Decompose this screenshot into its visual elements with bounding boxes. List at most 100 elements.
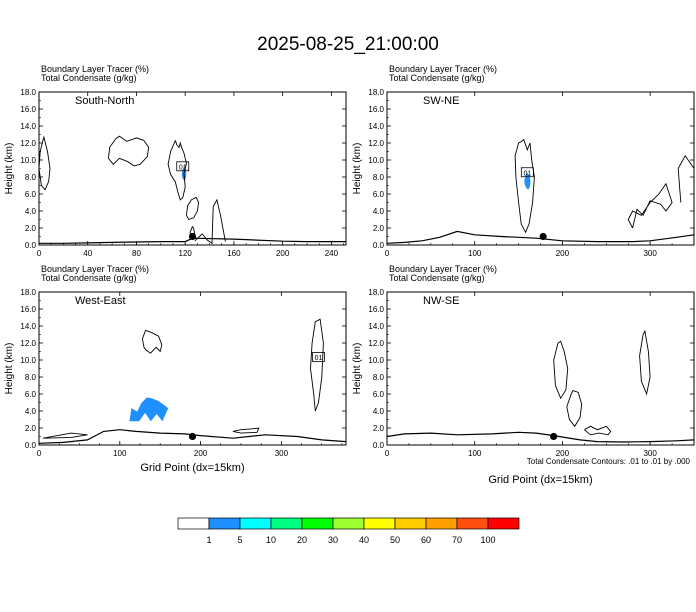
y-tick-label: 18.0 xyxy=(20,288,36,297)
y-tick-label: 4.0 xyxy=(25,207,37,216)
y-tick-label: 10.0 xyxy=(368,356,384,365)
plot-frame xyxy=(38,91,347,246)
terrain-line xyxy=(38,429,347,444)
y-tick-label: 16.0 xyxy=(20,305,36,314)
y-tick-label: 2.0 xyxy=(373,224,385,233)
colorbar: 1 5 10 20 30 40 50 60 70 100 xyxy=(177,517,520,545)
panel-label: NW-SE xyxy=(423,295,459,307)
colorbar-label-8: 60 xyxy=(421,535,431,545)
x-axis-label: Grid Point (dx=15km) xyxy=(140,462,244,474)
location-marker xyxy=(539,232,547,241)
y-axis-label: Height (km) xyxy=(352,343,363,395)
y-tick-label: 6.0 xyxy=(25,390,37,399)
panel-2: Boundary Layer Tracer (%)Total Condensat… xyxy=(352,64,695,258)
plot-frame xyxy=(386,291,695,446)
x-tick-label: 300 xyxy=(643,249,657,258)
panel-header-condensate: Total Condensate (g/kg) xyxy=(41,73,137,83)
y-tick-label: 14.0 xyxy=(368,122,384,131)
y-tick-label: 8.0 xyxy=(25,173,37,182)
tracer-box-label: 01 xyxy=(315,355,323,362)
colorbar-swatch-8 xyxy=(394,517,427,530)
terrain-line xyxy=(386,431,695,443)
panel-header-condensate: Total Condensate (g/kg) xyxy=(389,73,485,83)
tracer-box xyxy=(520,167,534,178)
x-tick-label: 100 xyxy=(113,449,127,458)
y-tick-label: 12.0 xyxy=(368,139,384,148)
x-tick-label: 0 xyxy=(385,249,390,258)
x-tick-label: 300 xyxy=(275,449,289,458)
tracer-box xyxy=(312,352,325,362)
colorbar-swatch-11 xyxy=(487,517,520,530)
tracer-box-label: 01 xyxy=(523,170,531,177)
x-tick-label: 300 xyxy=(643,449,657,458)
panel-label: SW-NE xyxy=(423,95,459,107)
terrain-line xyxy=(386,230,695,244)
condensate-contour-4 xyxy=(584,425,612,436)
y-tick-label: 0.0 xyxy=(373,241,385,250)
panel-header-tracer: Boundary Layer Tracer (%) xyxy=(389,64,497,74)
colorbar-label-5: 30 xyxy=(328,535,338,545)
condensate-contour-2 xyxy=(310,318,324,412)
y-tick-label: 10.0 xyxy=(20,156,36,165)
panel-label: South-North xyxy=(75,95,134,107)
condensate-contour-2 xyxy=(627,182,673,229)
panel-header-condensate: Total Condensate (g/kg) xyxy=(389,273,485,283)
y-tick-label: 12.0 xyxy=(368,339,384,348)
figure-title: 2025-08-25_21:00:00 xyxy=(257,34,439,55)
y-axis-label: Height (km) xyxy=(4,143,15,195)
y-tick-label: 10.0 xyxy=(368,156,384,165)
colorbar-label-9: 70 xyxy=(452,535,462,545)
y-tick-label: 6.0 xyxy=(373,390,385,399)
tracer-box-label: 01 xyxy=(179,164,187,171)
y-tick-label: 10.0 xyxy=(20,356,36,365)
x-tick-label: 0 xyxy=(385,449,390,458)
condensate-contour-2 xyxy=(107,135,150,167)
condensate-contour-3 xyxy=(677,154,695,203)
x-tick-label: 120 xyxy=(179,249,193,258)
y-tick-label: 12.0 xyxy=(20,339,36,348)
panel-1: Boundary Layer Tracer (%)Total Condensat… xyxy=(4,64,347,258)
x-tick-label: 100 xyxy=(468,449,482,458)
contour-note: Total Condensate Contours: .01 to .01 by… xyxy=(527,457,691,466)
y-tick-label: 2.0 xyxy=(373,424,385,433)
y-tick-label: 16.0 xyxy=(20,105,36,114)
y-tick-label: 18.0 xyxy=(368,288,384,297)
y-tick-label: 0.0 xyxy=(25,241,37,250)
colorbar-label-4: 20 xyxy=(297,535,307,545)
colorbar-swatch-10 xyxy=(456,517,489,530)
panel-4: Boundary Layer Tracer (%)Total Condensat… xyxy=(352,264,695,486)
y-tick-label: 14.0 xyxy=(20,122,36,131)
panel-label: West-East xyxy=(75,295,126,307)
y-tick-label: 4.0 xyxy=(373,407,385,416)
condensate-contour-6 xyxy=(194,198,226,245)
condensate-contour-3 xyxy=(639,329,651,396)
colorbar-swatch-1 xyxy=(177,517,210,530)
panel-header-tracer: Boundary Layer Tracer (%) xyxy=(41,264,149,274)
panel-header-tracer: Boundary Layer Tracer (%) xyxy=(389,264,497,274)
y-tick-label: 18.0 xyxy=(368,88,384,97)
y-tick-label: 2.0 xyxy=(25,424,37,433)
location-marker xyxy=(188,432,197,441)
colorbar-swatch-5 xyxy=(301,517,334,530)
location-marker xyxy=(188,232,197,241)
panel-header-tracer: Boundary Layer Tracer (%) xyxy=(41,64,149,74)
plot-frame xyxy=(386,91,695,246)
condensate-contour-3 xyxy=(42,432,88,439)
x-tick-label: 200 xyxy=(556,449,570,458)
tracer-fill-1 xyxy=(129,397,169,422)
colorbar-swatch-9 xyxy=(425,517,458,530)
y-axis-label: Height (km) xyxy=(352,143,363,195)
colorbar-label-7: 50 xyxy=(390,535,400,545)
y-tick-label: 14.0 xyxy=(20,322,36,331)
x-tick-label: 160 xyxy=(227,249,241,258)
x-tick-label: 40 xyxy=(83,249,92,258)
condensate-contour-1 xyxy=(141,329,163,354)
x-tick-label: 200 xyxy=(194,449,208,458)
plot-frame xyxy=(38,291,347,446)
x-tick-label: 200 xyxy=(276,249,290,258)
colorbar-label-2: 5 xyxy=(237,535,242,545)
condensate-contour-3 xyxy=(167,140,187,201)
y-tick-label: 16.0 xyxy=(368,305,384,314)
y-tick-label: 14.0 xyxy=(368,322,384,331)
y-tick-label: 12.0 xyxy=(20,139,36,148)
